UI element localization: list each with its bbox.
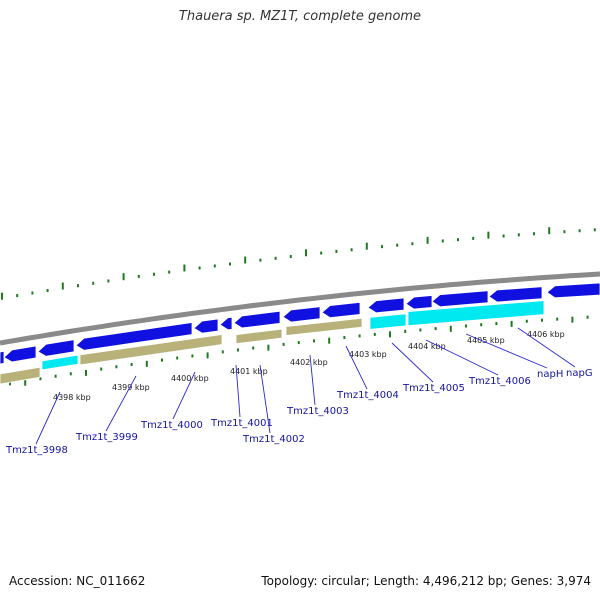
cds-arrow (282, 306, 321, 323)
labels: 4398 kbp 4399 kbp 4400 kbp 4401 kbp 4402 kbp… (5, 327, 593, 456)
label-leader-line (309, 354, 316, 406)
cds-arrow (367, 297, 405, 314)
gene-label: Tmz1t_3999 (75, 432, 138, 443)
cds-arrow (546, 282, 600, 299)
tick-marks (1, 227, 596, 386)
features (0, 282, 600, 385)
gene-feature (285, 317, 363, 337)
gene-label: Tmz1t_4000 (140, 420, 203, 431)
cds-arrow (219, 316, 233, 331)
gene-feature (235, 328, 283, 345)
kbp-tick-label: 4402 kbp (290, 358, 328, 367)
label-leader-line (172, 371, 196, 420)
kbp-tick-label: 4401 kbp (230, 367, 268, 376)
cds-arrow (431, 290, 489, 308)
gene-label: napH (537, 369, 563, 380)
cds-arrow (37, 339, 75, 357)
label-leader-line (425, 339, 499, 376)
label-leader-line (391, 342, 434, 383)
kbp-tick-label: 4399 kbp (112, 383, 150, 392)
highlight-cds (407, 300, 545, 327)
label-leader-line (517, 327, 576, 368)
gene-feature (79, 334, 223, 366)
gene-label: Tmz1t_4005 (402, 383, 465, 394)
label-leader-line (235, 364, 241, 418)
kbp-tick-label: 4400 kbp (171, 374, 209, 383)
kbp-tick-label: 4404 kbp (408, 342, 446, 351)
genome-summary-text: Topology: circular; Length: 4,496,212 bp… (261, 574, 591, 588)
kbp-tick-label: 4405 kbp (467, 336, 505, 345)
map-title: Thauera sp. MZ1T, complete genome (178, 9, 422, 24)
backbone (0, 271, 600, 346)
cds-arrow (488, 286, 543, 303)
backbone-line (0, 271, 600, 346)
label-leader-line (465, 333, 548, 369)
gene-label: Tmz1t_4006 (468, 376, 531, 387)
highlight-cds (41, 354, 79, 371)
kbp-tick-label: 4403 kbp (349, 350, 387, 359)
kbp-tick-label: 4406 kbp (527, 330, 565, 339)
cds-arrow (405, 294, 433, 310)
label-leader-line (105, 375, 137, 432)
gene-label: Tmz1t_4002 (242, 434, 305, 445)
label-leader-line (259, 364, 271, 434)
label-leader-line (35, 391, 61, 445)
cds-arrow (321, 301, 361, 318)
gene-label: Tmz1t_4003 (286, 406, 349, 417)
gene-label: Tmz1t_4004 (336, 390, 399, 401)
cds-arrow (0, 350, 5, 365)
highlight-cds (369, 313, 407, 330)
cds-arrow (193, 318, 219, 334)
label-leader-line (345, 345, 368, 390)
gene-label: Tmz1t_3998 (5, 445, 68, 456)
cds-arrow (233, 310, 281, 329)
accession-text: Accession: NC_011662 (9, 574, 146, 588)
gene-label: Tmz1t_4001 (210, 418, 273, 429)
gene-feature (0, 366, 41, 385)
gene-label: napG (566, 368, 593, 379)
cds-arrow (75, 322, 193, 351)
cds-arrow (3, 345, 37, 363)
kbp-tick-label: 4398 kbp (53, 393, 91, 402)
